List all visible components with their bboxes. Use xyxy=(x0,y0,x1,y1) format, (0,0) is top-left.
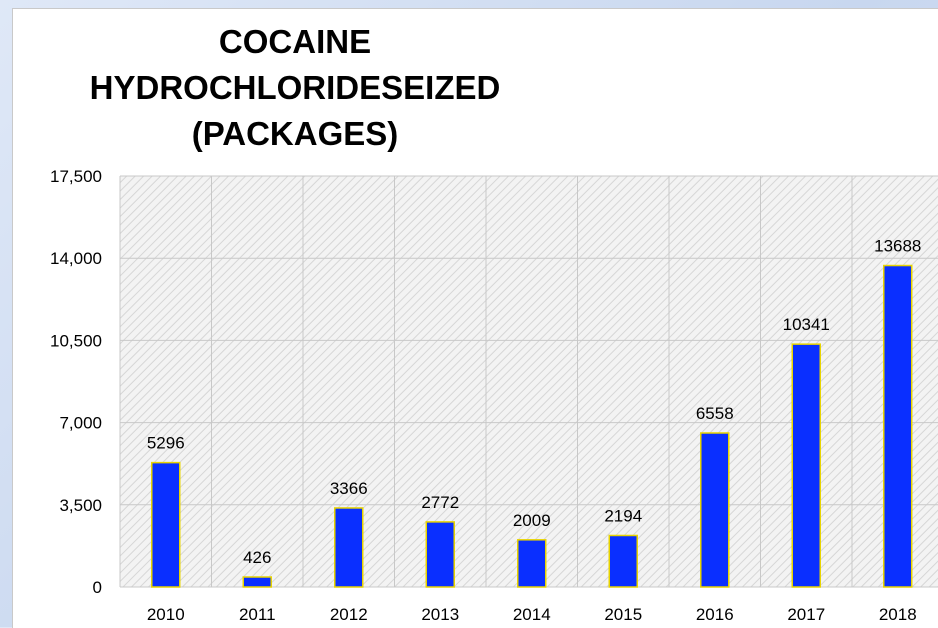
chart-title-line-2: HYDROCHLORIDESEIZED xyxy=(90,69,501,106)
data-label-2017: 10341 xyxy=(783,315,830,334)
y-tick-label: 3,500 xyxy=(59,496,102,515)
chart-frame: COCAINE HYDROCHLORIDESEIZED (PACKAGES) 0… xyxy=(12,8,938,628)
bar-2013 xyxy=(425,521,455,588)
y-tick-label: 14,000 xyxy=(50,249,102,268)
data-label-2018: 13688 xyxy=(874,237,921,256)
data-labels: 5296 426 3366 2772 2009 2194 6558 10341 13688 xyxy=(147,237,922,567)
bar-2017 xyxy=(791,343,821,588)
bar-2010 xyxy=(151,461,181,588)
bar-2011 xyxy=(242,576,272,588)
data-label-2010: 5296 xyxy=(147,434,185,453)
y-tick-label: 10,500 xyxy=(50,331,102,350)
chart-title-line-3: (PACKAGES) xyxy=(192,115,399,152)
bar-2016 xyxy=(700,432,730,588)
chart-title-line-1: COCAINE xyxy=(219,23,371,60)
x-tick-2017: 2017 xyxy=(787,605,825,624)
x-axis-ticks: 2010 2011 2012 2013 2014 2015 2016 2017 2018 xyxy=(147,605,917,624)
x-tick-2011: 2011 xyxy=(239,605,276,624)
x-tick-2014: 2014 xyxy=(513,605,551,624)
y-axis-ticks: 0 3,500 7,000 10,500 14,000 17,500 xyxy=(50,167,102,597)
data-label-2016: 6558 xyxy=(696,404,734,423)
y-tick-label: 17,500 xyxy=(50,167,102,186)
data-label-2012: 3366 xyxy=(330,479,368,498)
bar-chart: COCAINE HYDROCHLORIDESEIZED (PACKAGES) 0… xyxy=(50,23,938,624)
y-tick-label: 0 xyxy=(93,578,102,597)
x-tick-2015: 2015 xyxy=(604,605,642,624)
x-tick-2018: 2018 xyxy=(879,605,917,624)
x-tick-2013: 2013 xyxy=(421,605,459,624)
data-label-2011: 426 xyxy=(243,548,271,567)
bar-2014 xyxy=(517,539,547,588)
x-tick-2010: 2010 xyxy=(147,605,185,624)
bar-2012 xyxy=(334,507,364,588)
x-tick-2012: 2012 xyxy=(330,605,368,624)
data-label-2014: 2009 xyxy=(513,511,551,530)
data-label-2013: 2772 xyxy=(421,493,459,512)
bar-2015 xyxy=(608,534,638,588)
y-tick-label: 7,000 xyxy=(59,414,102,433)
gridlines xyxy=(119,175,938,588)
bar-series xyxy=(151,264,913,588)
data-label-2015: 2194 xyxy=(604,506,642,525)
x-tick-2016: 2016 xyxy=(696,605,734,624)
bar-2018 xyxy=(883,264,913,588)
